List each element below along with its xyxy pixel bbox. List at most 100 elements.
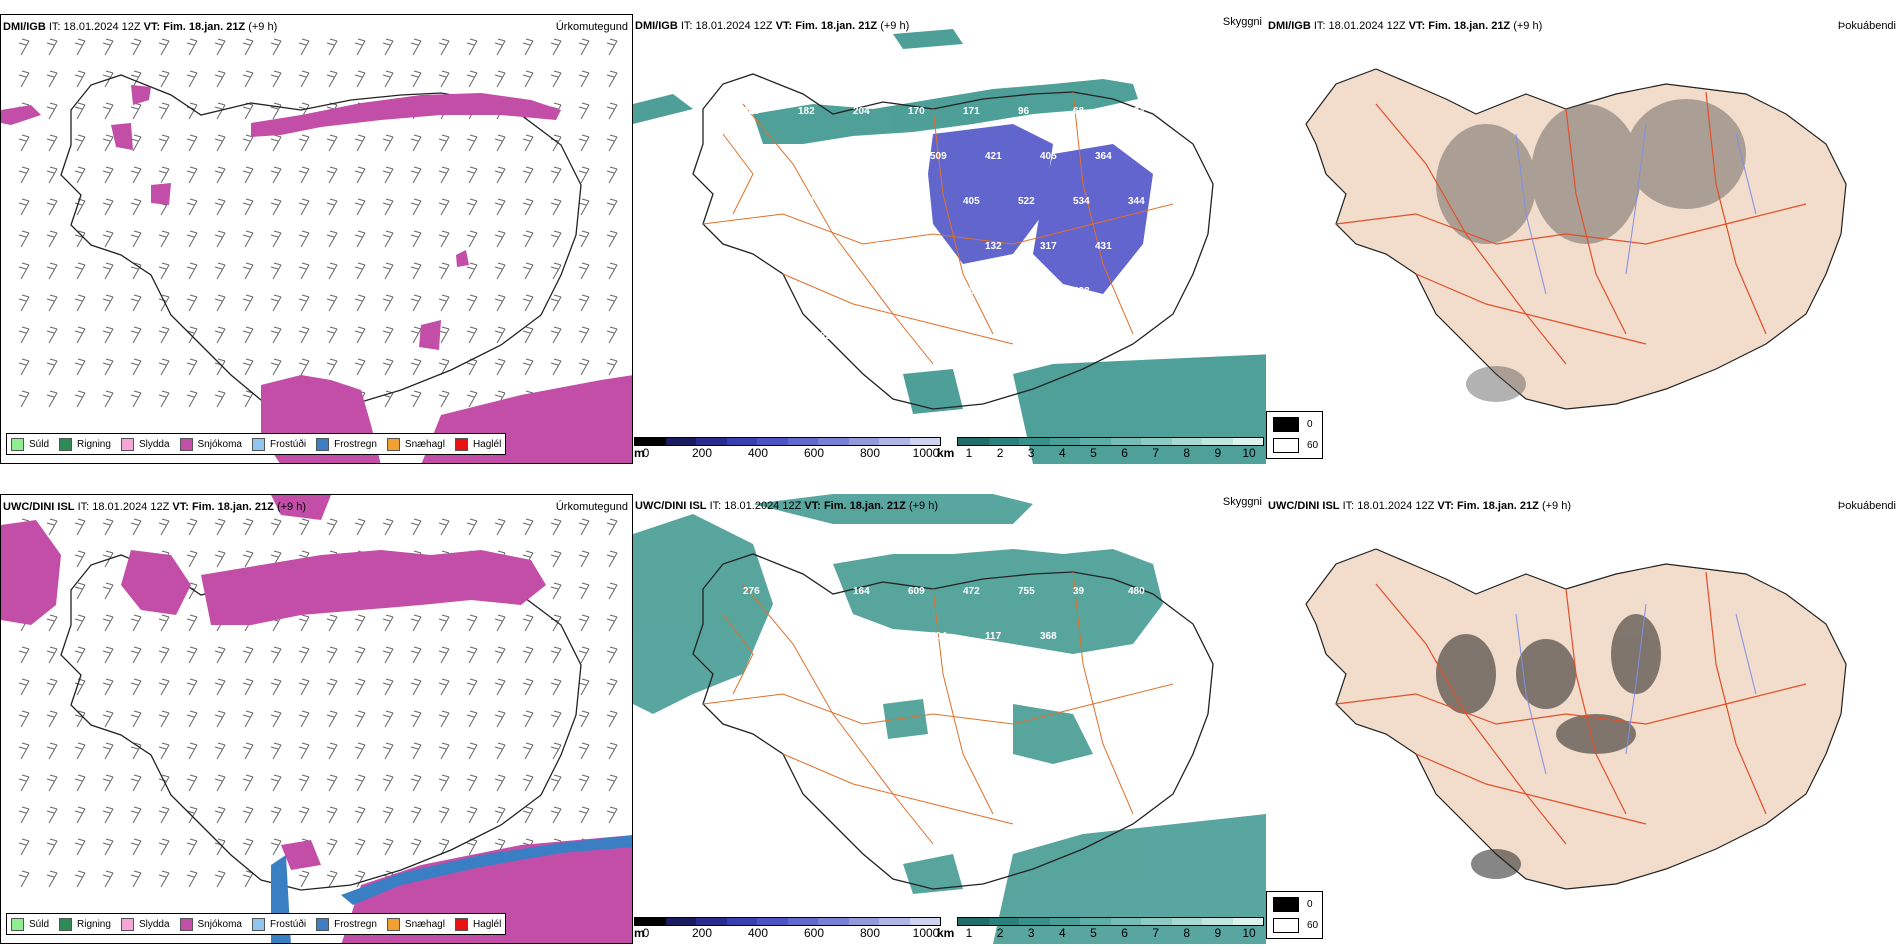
wind-barb: [102, 710, 114, 728]
wind-barb: [606, 358, 618, 376]
wind-barb: [354, 710, 366, 728]
scale-tick-label: 8: [1183, 926, 1191, 940]
wind-barb: [578, 710, 590, 728]
wind-barb: [522, 646, 534, 664]
wind-barb: [354, 230, 366, 248]
wind-barb: [130, 326, 142, 344]
wind-barb: [550, 326, 562, 344]
wind-barb: [606, 518, 618, 536]
wind-barb: [130, 678, 142, 696]
wind-barb: [130, 230, 142, 248]
visibility-value-label: 262: [963, 286, 980, 297]
wind-barb: [158, 390, 170, 408]
wind-barb: [102, 614, 114, 632]
wind-barb: [606, 38, 618, 56]
wind-barb: [410, 294, 422, 312]
wind-barb: [102, 262, 114, 280]
wind-barb: [186, 550, 198, 568]
wind-barb: [130, 614, 142, 632]
wind-barb: [382, 294, 394, 312]
wind-barb: [354, 198, 366, 216]
wind-barb: [74, 390, 86, 408]
legend-swatch: [11, 917, 24, 931]
wind-barb: [18, 70, 30, 88]
wind-barb: [102, 358, 114, 376]
wind-barb: [242, 262, 254, 280]
wind-barb: [410, 838, 422, 856]
wind-barb: [494, 614, 506, 632]
wind-barb: [550, 358, 562, 376]
wind-barb: [522, 198, 534, 216]
wind-barb: [298, 646, 310, 664]
wind-barb: [74, 742, 86, 760]
wind-barb: [466, 70, 478, 88]
wind-barb: [326, 806, 338, 824]
wind-barb: [18, 198, 30, 216]
wind-barb: [466, 262, 478, 280]
legend-swatch: [454, 437, 468, 451]
wind-barb: [46, 102, 58, 120]
wind-barb: [410, 390, 422, 408]
wind-barb: [46, 198, 58, 216]
wind-barb: [242, 710, 254, 728]
visibility-value-label: 209: [743, 106, 760, 117]
wind-barb: [102, 774, 114, 792]
wind-barb: [382, 326, 394, 344]
wind-barb: [102, 678, 114, 696]
wind-barb: [298, 678, 310, 696]
wind-barb: [102, 198, 114, 216]
fog-map-top: [1305, 68, 1847, 410]
wind-barb: [494, 198, 506, 216]
wind-barb: [186, 614, 198, 632]
wind-barb: [130, 102, 142, 120]
legend-item: Haglél: [454, 437, 501, 451]
wind-barb: [466, 390, 478, 408]
wind-barb: [606, 198, 618, 216]
visibility-value-label: 421: [985, 151, 1002, 162]
wind-barb: [158, 38, 170, 56]
wind-barb: [298, 614, 310, 632]
wind-barb: [74, 870, 86, 888]
wind-barb: [326, 518, 338, 536]
visibility-value-label: 755: [1018, 586, 1035, 597]
panel-header: UWC/DINI ISL IT: 18.01.2024 12Z VT: Fim.…: [1268, 500, 1571, 512]
wind-barb: [130, 198, 142, 216]
wind-barb: [46, 742, 58, 760]
wind-barb: [74, 102, 86, 120]
scale-tick-label: 1: [965, 926, 973, 940]
wind-barb: [18, 870, 30, 888]
visibility-value-label: 431: [1095, 241, 1112, 252]
wind-barb: [270, 774, 282, 792]
wind-barb: [438, 518, 450, 536]
scale-tick-label: 2: [996, 926, 1004, 940]
wind-barb: [438, 710, 450, 728]
scale-tick-label: 4: [1058, 446, 1066, 460]
wind-barb: [410, 198, 422, 216]
legend-item: Frostúði: [251, 437, 306, 451]
wind-barb: [242, 518, 254, 536]
low-visibility-areas: [633, 494, 1266, 944]
legend-swatch: [251, 917, 265, 931]
wind-barb: [130, 70, 142, 88]
wind-barb: [74, 262, 86, 280]
wind-barb: [46, 326, 58, 344]
rivers: [1515, 603, 1757, 775]
wind-barb: [186, 198, 198, 216]
visibility-m-colorbar: [634, 917, 941, 926]
visibility-value-label: 421: [875, 151, 892, 162]
legend-item: Slydda: [120, 917, 170, 931]
wind-barb: [326, 134, 338, 152]
wind-barb: [326, 358, 338, 376]
wind-barb: [186, 774, 198, 792]
wind-barb: [438, 838, 450, 856]
wind-barb: [186, 326, 198, 344]
wind-barb: [102, 390, 114, 408]
wind-barb: [354, 646, 366, 664]
wind-barb: [186, 358, 198, 376]
wind-barb: [102, 582, 114, 600]
visibility-value-label: 472: [963, 586, 980, 597]
wind-barb: [158, 134, 170, 152]
wind-barb: [102, 38, 114, 56]
wind-barb: [578, 646, 590, 664]
wind-barb: [494, 742, 506, 760]
